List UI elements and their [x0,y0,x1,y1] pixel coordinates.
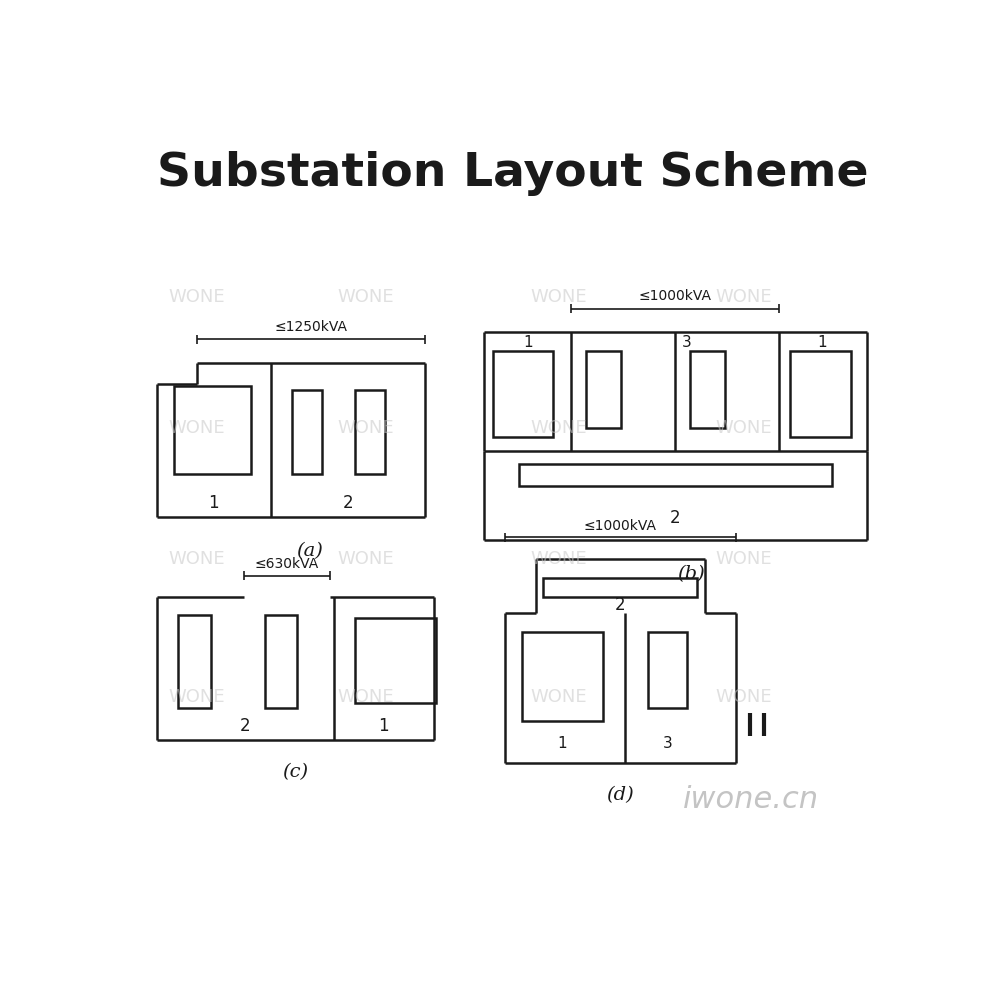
Text: 1: 1 [558,736,567,751]
Text: ≤1000kVA: ≤1000kVA [584,519,657,533]
Bar [586,351,621,428]
Bar [522,632,603,721]
Text: WONE: WONE [530,288,587,306]
Bar [355,618,436,703]
Text: WONE: WONE [338,419,395,437]
Bar [543,578,697,597]
Bar [178,615,211,708]
Text: WONE: WONE [530,550,587,568]
Bar [355,389,385,474]
Bar [265,615,297,708]
Text: WONE: WONE [168,288,225,306]
Text: WONE: WONE [715,688,772,706]
Text: iwone.cn: iwone.cn [683,785,819,814]
Text: 2: 2 [615,596,626,614]
Bar [648,632,687,708]
Text: (c): (c) [282,763,308,781]
Text: WONE: WONE [168,419,225,437]
Bar [519,464,832,486]
Text: 2: 2 [240,717,251,735]
Text: (a): (a) [297,542,323,560]
Text: ≤1250kVA: ≤1250kVA [274,320,347,334]
Text: 3: 3 [682,335,691,350]
Bar [690,351,725,428]
Bar [292,389,322,474]
Text: WONE: WONE [338,550,395,568]
Text: WONE: WONE [715,419,772,437]
Text: 3: 3 [662,736,672,751]
Text: (b): (b) [677,565,705,583]
Bar [174,386,251,474]
Text: WONE: WONE [530,688,587,706]
Text: 1: 1 [523,335,533,350]
Text: 1: 1 [208,494,219,512]
Bar [493,351,553,437]
Bar [790,351,851,437]
Text: WONE: WONE [530,419,587,437]
Text: 1: 1 [817,335,827,350]
Text: ≤1000kVA: ≤1000kVA [638,289,711,303]
Text: Substation Layout Scheme: Substation Layout Scheme [157,151,868,196]
Text: 2: 2 [670,509,681,527]
Text: ≤630kVA: ≤630kVA [255,557,319,571]
Text: WONE: WONE [715,288,772,306]
Text: WONE: WONE [168,550,225,568]
Text: WONE: WONE [715,550,772,568]
Text: (d): (d) [606,786,634,804]
Text: WONE: WONE [168,688,225,706]
Text: 1: 1 [379,717,389,735]
Text: 2: 2 [342,494,353,512]
Text: WONE: WONE [338,288,395,306]
Text: WONE: WONE [338,688,395,706]
